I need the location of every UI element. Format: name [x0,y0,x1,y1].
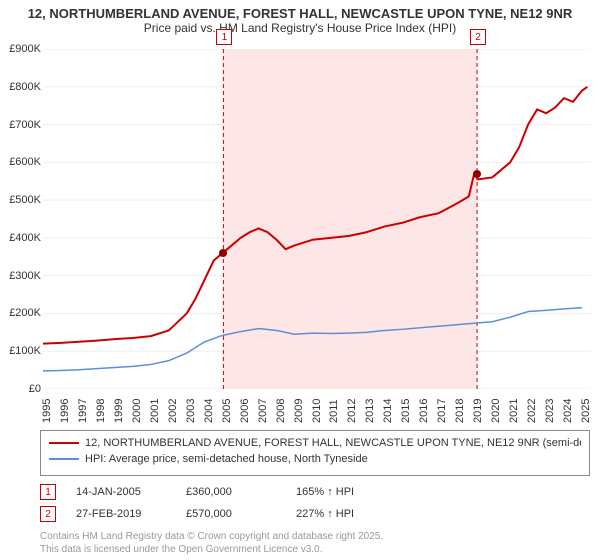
y-axis-label: £600K [1,156,41,168]
chart-title: 12, NORTHUMBERLAND AVENUE, FOREST HALL, … [0,0,600,21]
marker-dot [473,170,481,178]
marker-delta: 165% ↑ HPI [296,486,406,498]
marker-table-row: 2 27-FEB-2019£570,000227% ↑ HPI [40,506,406,522]
y-axis-label: £800K [1,81,41,93]
y-axis-label: £400K [1,232,41,244]
y-axis-label: £0 [1,383,41,395]
marker-price: £570,000 [186,508,296,520]
marker-table-row: 1 14-JAN-2005£360,000165% ↑ HPI [40,484,406,500]
marker-price: £360,000 [186,486,296,498]
y-axis-label: £900K [1,43,41,55]
marker-date: 14-JAN-2005 [76,486,186,498]
chart-legend: 12, NORTHUMBERLAND AVENUE, FOREST HALL, … [40,430,590,476]
y-axis-label: £200K [1,307,41,319]
y-axis-label: £100K [1,345,41,357]
legend-swatch [49,442,79,444]
y-axis-label: £700K [1,119,41,131]
y-axis-label: £500K [1,194,41,206]
legend-label: HPI: Average price, semi-detached house,… [85,453,368,465]
credits: Contains HM Land Registry data © Crown c… [40,530,590,556]
marker-label: 1 [216,29,232,45]
marker-table-box: 2 [40,506,56,522]
chart-plot-area: £0£100K£200K£300K£400K£500K£600K£700K£80… [42,48,592,390]
legend-row: HPI: Average price, semi-detached house,… [49,453,581,465]
credits-line2: This data is licensed under the Open Gov… [40,543,590,556]
y-axis-label: £300K [1,270,41,282]
marker-date: 27-FEB-2019 [76,508,186,520]
legend-row: 12, NORTHUMBERLAND AVENUE, FOREST HALL, … [49,437,581,449]
chart-subtitle: Price paid vs. HM Land Registry's House … [0,21,600,39]
marker-delta: 227% ↑ HPI [296,508,406,520]
markers-table: 1 14-JAN-2005£360,000165% ↑ HPI 2 27-FEB-20… [40,484,406,528]
marker-table-box: 1 [40,484,56,500]
credits-line1: Contains HM Land Registry data © Crown c… [40,530,590,543]
marker-label: 2 [470,29,486,45]
legend-label: 12, NORTHUMBERLAND AVENUE, FOREST HALL, … [85,437,581,449]
legend-swatch [49,458,79,460]
